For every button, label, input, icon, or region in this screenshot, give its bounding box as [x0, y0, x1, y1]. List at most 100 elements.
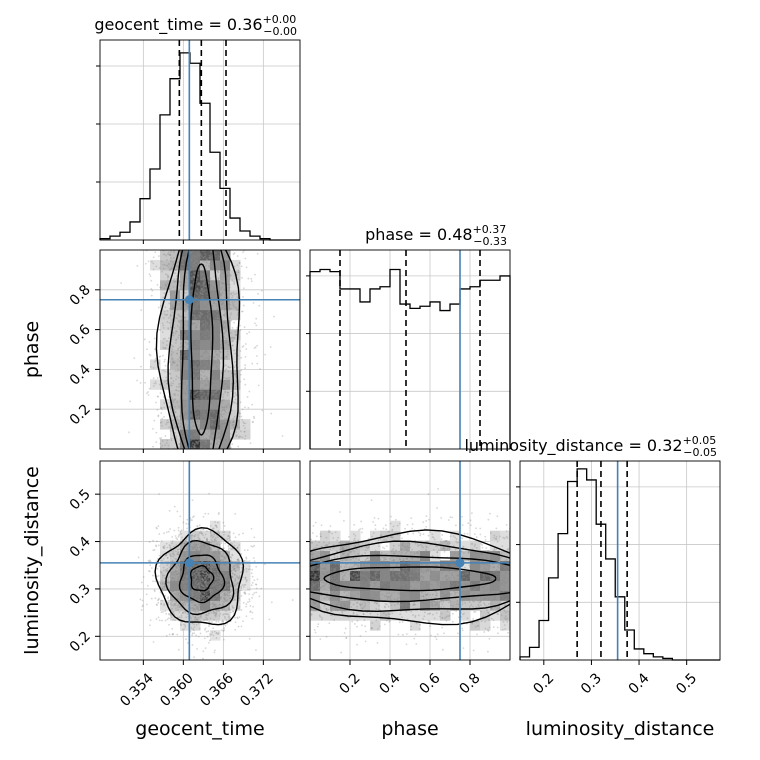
- sample-point: [201, 610, 204, 613]
- sample-point: [217, 389, 219, 391]
- density-cell: [310, 610, 321, 621]
- sample-point: [216, 572, 219, 575]
- sample-point: [193, 346, 196, 348]
- density-cell: [240, 560, 251, 571]
- sample-point: [205, 261, 207, 263]
- sample-point: [168, 552, 171, 555]
- sample-point: [196, 438, 199, 440]
- sample-point: [183, 542, 186, 545]
- sample-point: [166, 259, 169, 261]
- sample-point: [178, 576, 181, 579]
- sample-point: [193, 445, 195, 448]
- density-cell: [500, 580, 510, 591]
- sample-point: [219, 581, 222, 584]
- sample-point: [224, 315, 227, 318]
- density-cell: [360, 560, 371, 571]
- sample-point: [214, 524, 217, 527]
- sample-point: [198, 367, 200, 370]
- density-cell: [190, 269, 201, 281]
- sample-point: [185, 600, 188, 603]
- sample-point: [219, 351, 222, 354]
- density-cell: [170, 600, 181, 611]
- sample-point: [177, 593, 180, 596]
- sample-point: [235, 402, 238, 405]
- sample-point: [196, 618, 199, 621]
- sample-point: [153, 382, 156, 385]
- density-cell: [370, 570, 381, 581]
- sample-point: [170, 356, 173, 359]
- sample-point: [184, 423, 187, 426]
- sample-point: [166, 567, 169, 570]
- sample-point: [194, 367, 197, 370]
- sample-point: [186, 374, 189, 377]
- sample-point: [194, 336, 197, 338]
- sample-point: [207, 576, 210, 579]
- sample-point: [193, 586, 196, 589]
- sample-point: [213, 345, 216, 348]
- density-cell: [220, 550, 231, 561]
- sample-point: [244, 427, 246, 430]
- sample-point: [155, 382, 157, 385]
- density-cell: [480, 610, 491, 621]
- sample-point: [233, 366, 236, 368]
- density-cell: [210, 319, 221, 331]
- sample-point: [195, 255, 198, 258]
- sample-point: [198, 586, 201, 588]
- sample-point: [204, 324, 206, 327]
- sample-point: [163, 603, 165, 605]
- sample-point: [215, 575, 218, 577]
- sample-point: [216, 573, 219, 576]
- sample-point: [251, 362, 254, 365]
- sample-point: [203, 288, 206, 291]
- density-cell: [380, 580, 391, 591]
- sample-point: [197, 333, 200, 336]
- sample-point: [161, 270, 163, 273]
- sample-point: [215, 252, 217, 255]
- sample-point: [201, 600, 204, 603]
- sample-point: [191, 499, 194, 502]
- sample-point: [226, 384, 229, 387]
- sample-point: [170, 326, 173, 329]
- density-cell: [180, 250, 191, 261]
- sample-point: [217, 582, 220, 585]
- density-cell: [440, 560, 451, 571]
- sample-point: [198, 365, 201, 368]
- sample-point: [193, 363, 195, 366]
- sample-point: [200, 587, 203, 590]
- sample-point: [214, 603, 217, 606]
- sample-point: [176, 370, 179, 372]
- sample-point: [195, 359, 198, 361]
- sample-point: [235, 394, 237, 396]
- sample-point: [159, 570, 162, 572]
- density-cell: [210, 610, 221, 621]
- sample-point: [216, 317, 219, 320]
- sample-point: [158, 597, 160, 600]
- sample-point: [199, 619, 202, 622]
- sample-point: [184, 579, 187, 582]
- sample-point: [216, 442, 218, 445]
- sample-point: [175, 581, 177, 584]
- sample-point: [211, 383, 214, 386]
- sample-point: [216, 585, 218, 588]
- sample-point: [183, 586, 185, 589]
- density-cell: [170, 590, 181, 601]
- sample-point: [180, 358, 183, 361]
- sample-point: [239, 350, 242, 352]
- sample-point: [209, 617, 212, 620]
- density-cell: [220, 530, 231, 542]
- sample-point: [220, 428, 223, 431]
- sample-point: [177, 383, 180, 385]
- sample-point: [178, 565, 181, 568]
- sample-point: [166, 276, 169, 279]
- sample-point: [175, 587, 177, 590]
- sample-point: [192, 276, 195, 279]
- sample-point: [171, 583, 174, 586]
- density-cell: [210, 550, 221, 561]
- sample-point: [175, 565, 178, 568]
- sample-point: [240, 566, 243, 569]
- density-cell: [370, 560, 381, 571]
- sample-point: [196, 397, 199, 400]
- sample-point: [172, 419, 175, 422]
- sample-point: [211, 552, 213, 555]
- sample-point: [191, 276, 194, 279]
